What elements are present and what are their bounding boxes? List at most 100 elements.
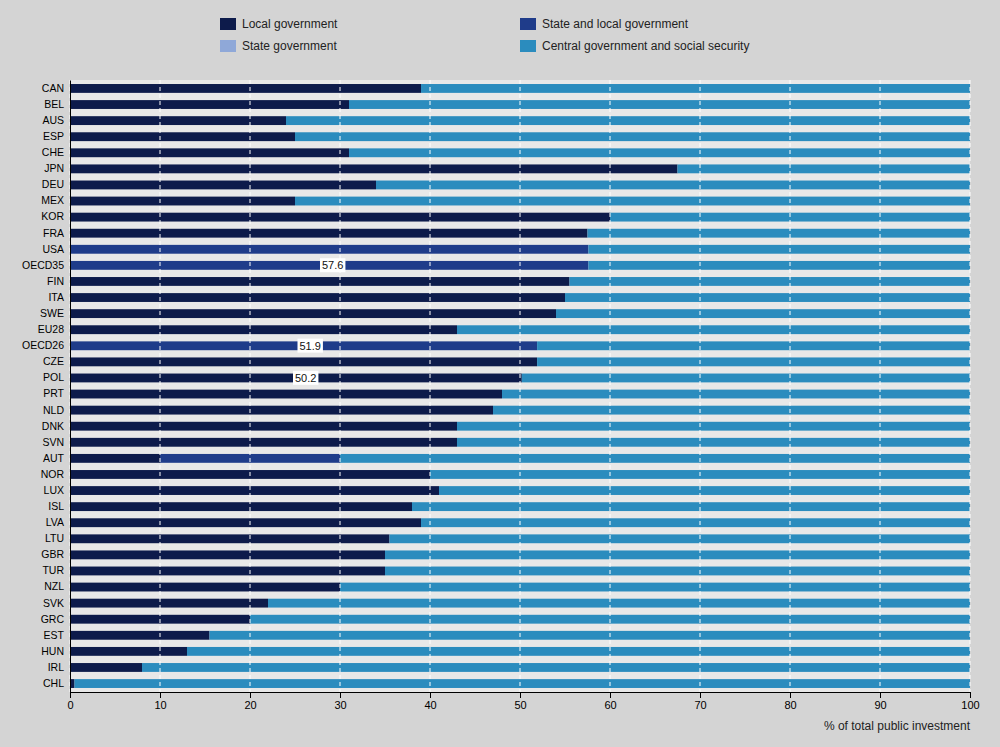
tick: TUR [42,564,70,576]
tick-label: SWE [40,307,64,319]
tick-label: FIN [47,275,64,287]
tick: EST [44,629,70,641]
bar-segment [70,583,340,592]
grid-line [160,80,161,692]
tick: 10 [154,692,166,711]
tick-label: OECD26 [22,339,64,351]
bar-segment [70,229,588,238]
tick-label: CZE [43,355,64,367]
tick-label: CHL [43,677,64,689]
tick: 60 [604,692,616,711]
tick-label: TUR [42,564,64,576]
bar-segment [556,309,970,318]
tick: FIN [47,275,70,287]
tick-mark [520,692,521,698]
tick-label: NOR [41,468,65,480]
legend-item: State government [220,39,337,53]
tick: ESP [43,130,70,142]
tick-label: LVA [46,516,64,528]
tick: KOR [41,210,70,222]
tick: 80 [784,692,796,711]
tick: GBR [41,548,70,560]
tick: SWE [40,307,70,319]
tick-mark [700,692,701,698]
tick-label: CHE [42,146,64,158]
tick: LVA [46,516,70,528]
tick: MEX [41,194,70,206]
bar-segment [70,148,349,157]
tick-mark [970,692,971,698]
tick-label: ISL [48,500,64,512]
bar-segment [439,486,970,495]
annotation-box [293,371,318,385]
series [70,84,678,688]
annotation: 51.9 [298,339,323,353]
tick-label: EU28 [38,323,64,335]
bar-segment [390,534,971,543]
tick-label: JPN [44,162,64,174]
x-axis-title: % of total public investment [824,719,971,733]
annotation-text: 50.2 [295,372,316,384]
tick: OECD35 [22,259,70,271]
tick-label: 40 [424,699,436,711]
bar-segment [457,325,970,334]
bar-segment [522,374,970,383]
tick-label: 20 [244,699,256,711]
bar-segment [70,277,570,286]
bar-segment [70,390,502,399]
tick-label: ITA [48,291,64,303]
bar-segment [421,518,970,527]
bar-segment [588,229,971,238]
tick: NZL [44,580,70,592]
tick-label: NZL [44,580,64,592]
bar-segment [502,390,970,399]
tick: DNK [42,420,70,432]
tick: AUT [43,452,70,464]
tick: FRA [43,227,70,239]
tick: AUS [42,114,70,126]
bar-segment [70,84,421,93]
bar-segment [268,599,970,608]
legend-item: Local government [220,17,338,31]
tick: CHE [42,146,70,158]
bar-segment [70,197,295,206]
tick-mark [160,692,161,698]
tick: POL [43,371,70,383]
annotation: 57.6 [320,258,345,272]
bar-segment [412,502,970,511]
tick-label: 10 [154,699,166,711]
tick-label: 100 [961,699,979,711]
bar-segment [385,567,970,576]
x-axis: 0102030405060708090100 [67,692,979,711]
tick-label: BEL [44,98,64,110]
legend-label: Central government and social security [542,39,749,53]
tick-label: 0 [67,699,73,711]
tick-label: AUT [43,452,65,464]
bar-segment [70,631,210,640]
tick-mark [610,692,611,698]
tick-label: LUX [44,484,64,496]
tick: 0 [67,692,73,711]
bar-segment [187,647,970,656]
bar-segment [70,663,142,672]
tick: 20 [244,692,256,711]
tick-label: PRT [43,387,64,399]
axis-line [70,81,71,693]
tick-mark [340,692,341,698]
tick: OECD26 [22,339,70,351]
legend-swatch [520,40,536,52]
tick-label: EST [44,629,65,641]
grid-line [70,80,71,692]
bar-segment [457,438,970,447]
bar-segment [385,550,970,559]
tick: SVK [43,596,70,608]
chart: 0102030405060708090100CANBELAUSESPCHEJPN… [0,0,1000,747]
bar-segment [70,100,349,109]
bar-segment [70,550,385,559]
y-axis: CANBELAUSESPCHEJPNDEUMEXKORFRAUSAOECD35F… [22,81,71,693]
tick-label: SVK [43,596,64,608]
annotations: 57.6 51.9 50.2 [293,258,345,385]
grid-line [250,80,251,692]
tick-label: CAN [42,82,64,94]
tick-label: GRC [41,613,65,625]
